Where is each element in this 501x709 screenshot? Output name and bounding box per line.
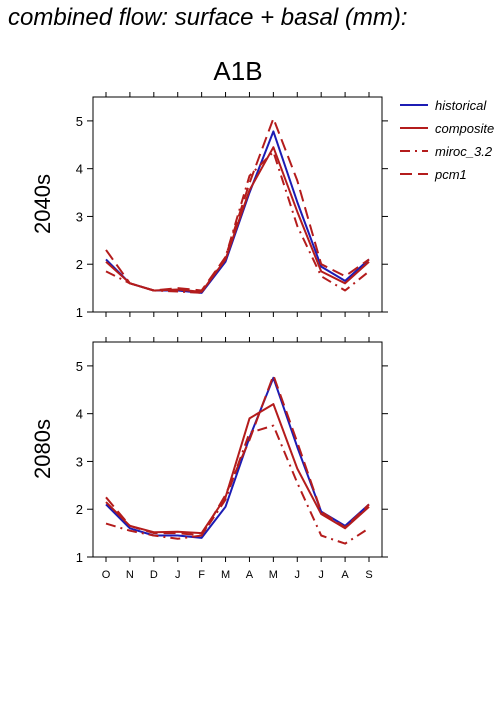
panel-label: 2080s — [30, 419, 55, 479]
series-line-historical — [105, 130, 370, 294]
x-tick-label: J — [318, 569, 324, 581]
x-tick-label: S — [365, 569, 372, 581]
x-tick-label: D — [150, 569, 158, 581]
legend-label: miroc_3.2 — [435, 144, 493, 159]
legend-label: pcm1 — [434, 167, 467, 182]
plot-frame — [92, 341, 383, 558]
panel-label: 2040s — [30, 174, 55, 234]
y-tick-label: 5 — [76, 359, 83, 374]
legend: historical composite miroc_3.2 pcm1 — [400, 98, 494, 182]
x-tick-label: O — [102, 569, 111, 581]
x-tick-label: F — [198, 569, 205, 581]
plot-frame — [92, 96, 383, 313]
panels: 1 2 3 4 5 2040s 1 2 3 4 5 O N D J F M A M J J A S 2080s — [30, 92, 388, 581]
y-tick-label: 2 — [76, 502, 83, 517]
scenario-label: A1B — [213, 56, 262, 86]
panel-2040s: 1 2 3 4 5 2040s — [30, 92, 388, 320]
legend-item: pcm1 — [400, 167, 467, 182]
x-tick-label: M — [221, 569, 230, 581]
x-tick-label: J — [295, 569, 301, 581]
y-tick-label: 3 — [76, 209, 83, 224]
x-tick-label: N — [126, 569, 134, 581]
y-tick-label: 1 — [76, 550, 83, 565]
y-tick-label: 5 — [76, 114, 83, 129]
series-line-pcm1 — [105, 374, 370, 537]
legend-item: historical — [400, 98, 487, 113]
x-tick-label: J — [175, 569, 181, 581]
panel-2080s: 1 2 3 4 5 O N D J F M A M J J A S 2080s — [30, 337, 388, 581]
y-tick-label: 2 — [76, 257, 83, 272]
legend-label: composite — [435, 121, 494, 136]
legend-label: historical — [435, 98, 487, 113]
x-tick-label: A — [341, 569, 349, 581]
x-tick-label: A — [246, 569, 254, 581]
y-tick-label: 1 — [76, 305, 83, 320]
legend-item: miroc_3.2 — [400, 144, 493, 159]
y-tick-label: 4 — [76, 407, 83, 422]
legend-item: composite — [400, 121, 494, 136]
series-line-miroc-3-2 — [105, 424, 370, 545]
y-tick-label: 3 — [76, 454, 83, 469]
series-line-pcm1 — [105, 117, 370, 292]
x-tick-label: M — [269, 569, 278, 581]
y-tick-label: 4 — [76, 162, 83, 177]
figure-title: combined flow: surface + basal (mm): — [8, 4, 408, 31]
